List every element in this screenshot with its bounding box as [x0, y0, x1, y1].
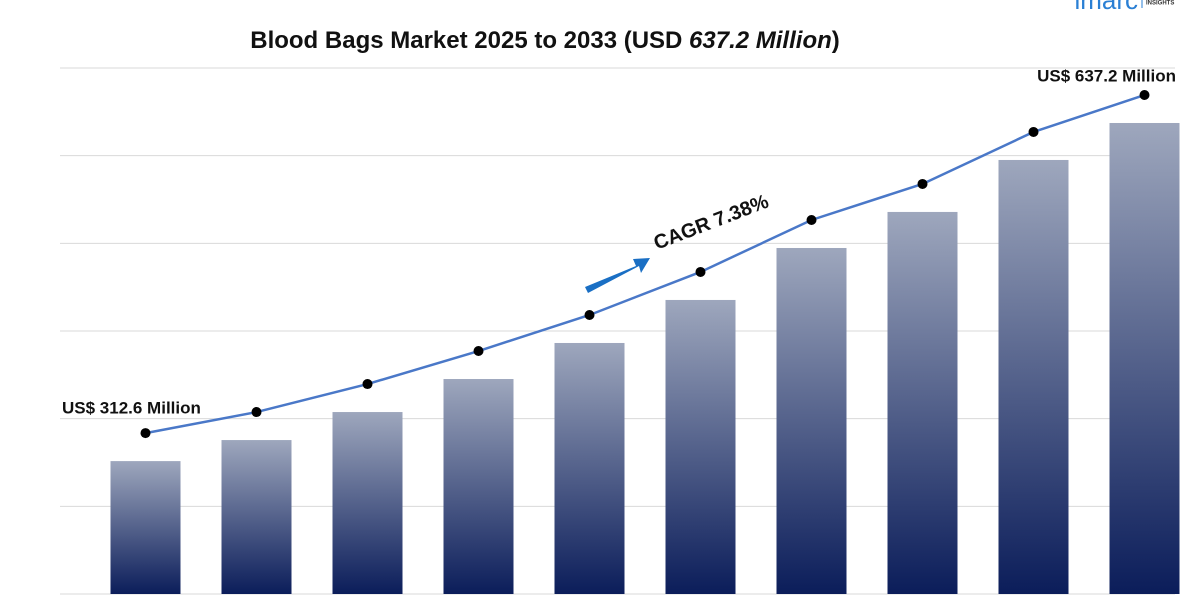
bar — [665, 299, 736, 594]
marker — [695, 266, 706, 277]
marker — [1028, 126, 1039, 137]
marker — [362, 379, 373, 390]
marker — [1139, 89, 1150, 100]
marker — [584, 309, 595, 320]
bar — [554, 342, 625, 594]
cagr-arrow — [585, 258, 650, 293]
marker — [140, 428, 151, 439]
value-label: US$ 312.6 Million — [62, 399, 201, 418]
title-part: 637.2 Million — [689, 27, 832, 54]
title-part: ) — [832, 27, 840, 54]
bar — [443, 379, 514, 594]
trend — [140, 89, 1150, 439]
title-part: Blood Bags Market 2025 to 2033 (USD — [250, 27, 689, 54]
logo-tagline: INSIGHTS — [1146, 1, 1174, 7]
bar — [887, 211, 958, 594]
marker — [806, 214, 817, 225]
bar — [221, 440, 292, 594]
marker — [473, 346, 484, 357]
bar — [1109, 122, 1180, 595]
marker — [917, 178, 928, 189]
bar — [332, 412, 403, 594]
chart-title: Blood Bags Market 2025 to 2033 (USD 637.… — [250, 27, 840, 54]
logo: imarc — [1074, 0, 1138, 15]
bar — [110, 461, 181, 594]
bars — [110, 122, 1180, 595]
marker — [251, 407, 262, 418]
bar — [776, 247, 847, 594]
bar — [998, 159, 1069, 595]
value-label: US$ 637.2 Million — [1037, 66, 1176, 85]
trend-line — [145, 93, 1145, 435]
cagr-label: CAGR 7.38% — [651, 191, 772, 255]
